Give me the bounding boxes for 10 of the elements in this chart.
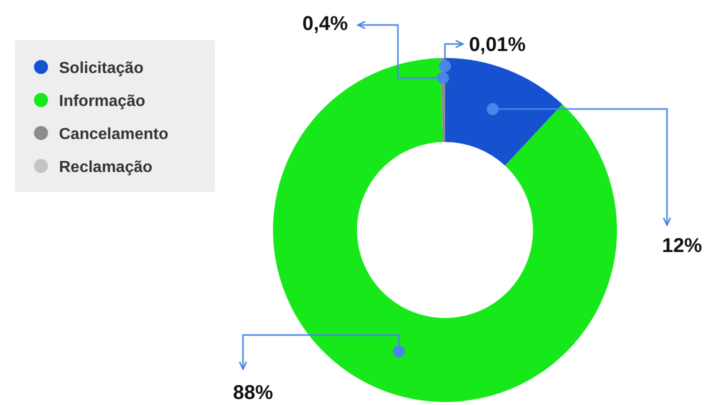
donut-slice xyxy=(273,58,617,402)
legend-label: Reclamação xyxy=(59,159,153,176)
data-label: 0,4% xyxy=(302,13,348,35)
legend-label: Informação xyxy=(59,93,146,110)
data-label: 12% xyxy=(662,235,702,257)
legend-label: Solicitação xyxy=(59,60,144,77)
legend-label: Cancelamento xyxy=(59,126,169,143)
donut-slice xyxy=(445,58,562,166)
data-label: 88% xyxy=(232,382,274,404)
data-label: 0,01% xyxy=(468,34,526,56)
